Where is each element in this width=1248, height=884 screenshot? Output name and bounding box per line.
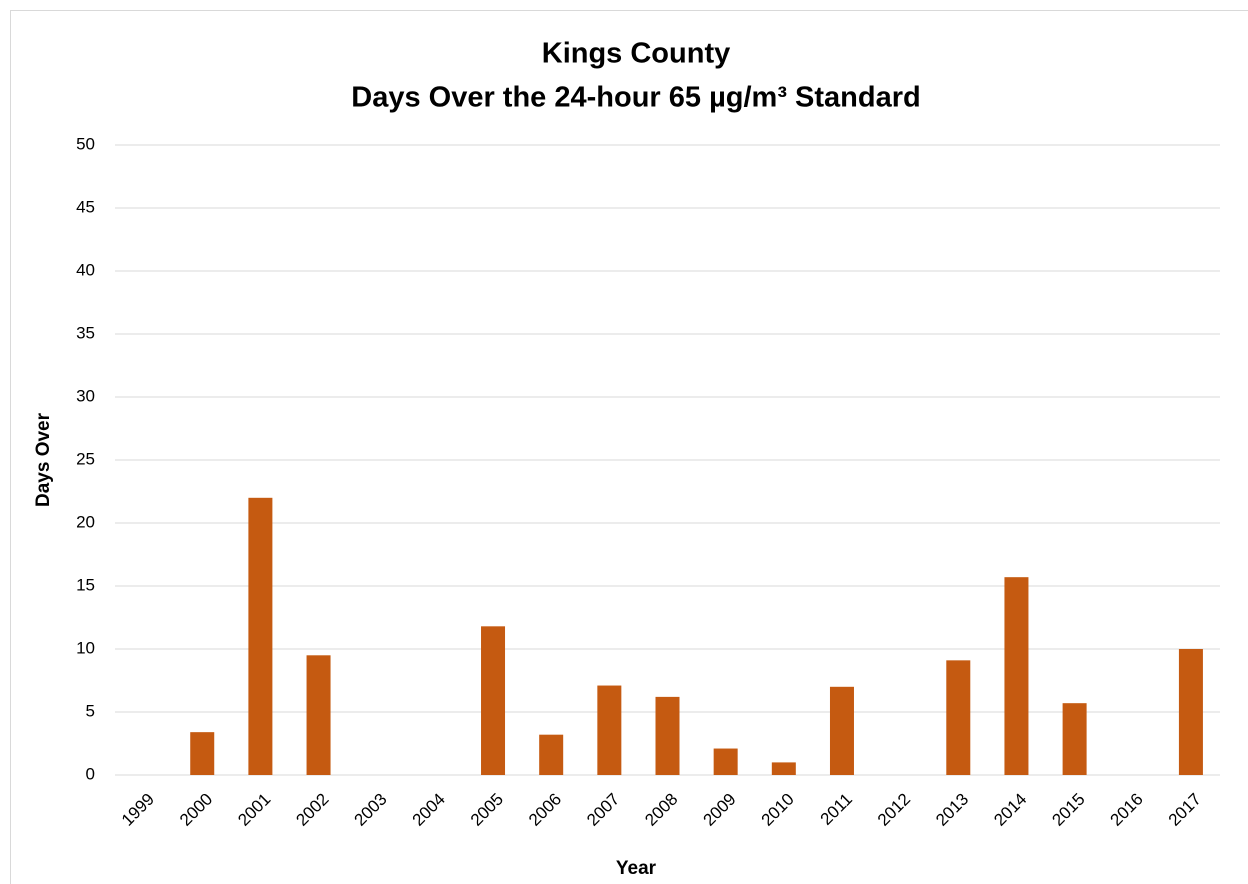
x-tick-label: 2006 (525, 790, 565, 830)
x-tick-label: 2014 (990, 790, 1030, 830)
bar (248, 497, 273, 775)
x-tick-label: 2005 (467, 790, 507, 830)
bar (481, 626, 506, 775)
x-tick-label: 2016 (1107, 790, 1147, 830)
bar (1062, 703, 1087, 775)
bar (1004, 577, 1029, 775)
chart-title: Kings County (542, 38, 731, 70)
x-tick-label: 2001 (234, 790, 274, 830)
y-tick-label: 0 (86, 764, 95, 783)
x-tick-label: 2010 (758, 790, 798, 830)
y-tick-label: 15 (76, 575, 95, 594)
y-tick-label: 10 (76, 638, 95, 657)
x-tick-label: 2011 (817, 790, 856, 829)
x-tick-label: 2009 (699, 790, 739, 830)
x-tick-label: 2015 (1048, 790, 1088, 830)
bar (539, 734, 564, 775)
x-tick-label: 2004 (409, 790, 449, 830)
y-tick-label: 35 (76, 323, 95, 342)
x-tick-label: 2012 (874, 790, 914, 830)
y-tick-label: 45 (76, 197, 95, 216)
bar (946, 660, 971, 775)
bar (306, 655, 331, 775)
y-tick-label: 20 (76, 512, 95, 531)
bar (771, 762, 796, 775)
y-tick-label: 25 (76, 449, 95, 468)
x-tick-label: 2008 (641, 790, 681, 830)
y-tick-label: 30 (76, 386, 95, 405)
y-tick-label: 40 (76, 260, 95, 279)
x-tick-label: 2000 (176, 790, 216, 830)
x-tick-label: 2002 (292, 790, 332, 830)
chart-frame (10, 10, 1248, 884)
y-tick-label: 5 (86, 701, 95, 720)
bar (655, 696, 680, 775)
x-tick-label: 2007 (583, 790, 623, 830)
bar (1178, 649, 1203, 775)
x-axis-title: Year (616, 858, 657, 879)
bar (597, 685, 622, 775)
x-tick-label: 2003 (351, 790, 391, 830)
bar (713, 748, 738, 775)
x-tick-label: 1999 (118, 790, 158, 830)
bar (190, 732, 215, 775)
bar (829, 686, 854, 775)
chart-subtitle: Days Over the 24-hour 65 µg/m³ Standard (351, 82, 920, 114)
x-tick-label: 2017 (1165, 790, 1205, 830)
y-axis-title: Days Over (33, 412, 54, 507)
y-tick-label: 50 (76, 134, 95, 153)
x-tick-label: 2013 (932, 790, 972, 830)
